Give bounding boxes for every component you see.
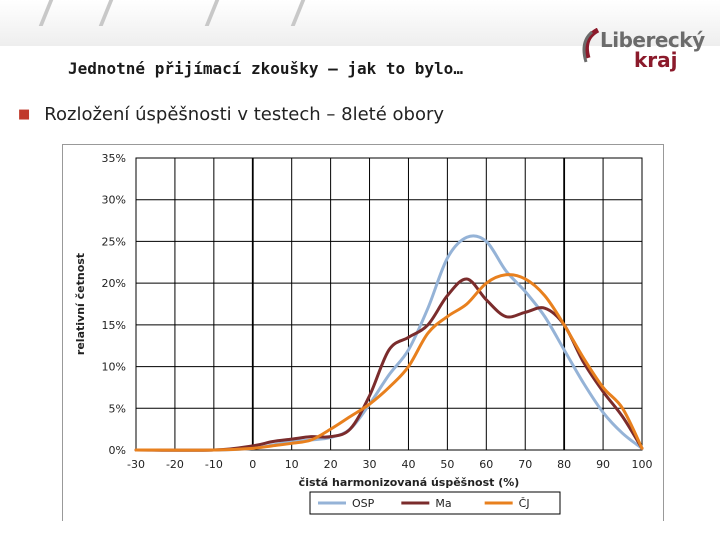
x-tick-label: 10 [285,458,299,471]
legend-label: OSP [352,497,375,510]
logo-arc-icon [582,28,600,63]
y-tick-label: 35% [102,152,126,165]
legend-box [309,491,561,515]
y-axis-label: relativní četnost [74,253,87,355]
bullet-item: ■ Rozložení úspěšnosti v testech – 8leté … [18,104,444,125]
x-tick-label: -30 [127,458,145,471]
x-tick-label: 80 [557,458,571,471]
bullet-icon: ■ [18,107,31,122]
chart: -30 -20 -10 0 10 20 30 40 50 60 70 80 90 100 0% 5% 10% 15… [74,152,653,515]
y-tick-label: 20% [102,277,126,290]
top-banner [0,0,720,46]
x-tick-label: 0 [249,458,256,471]
legend-label: Ma [435,497,451,510]
x-tick-label: 70 [518,458,532,471]
x-tick-label: 50 [440,458,454,471]
plot-area [135,157,643,451]
x-tick-label: 100 [632,458,653,471]
x-tick-label: -20 [166,458,184,471]
y-tick-label: 30% [102,194,126,207]
logo-text-top: Liberecký [600,28,705,52]
x-tick-label: 60 [479,458,493,471]
x-tick-label: -10 [205,458,223,471]
x-tick-label: 20 [324,458,338,471]
y-tick-label: 10% [102,361,126,374]
page-title: Jednotné přijímací zkoušky – jak to bylo… [68,59,463,78]
legend-label: ČJ [519,497,530,510]
bullet-text: Rozložení úspěšnosti v testech – 8leté o… [44,104,445,125]
x-tick-label: 90 [596,458,610,471]
series-line-1 [134,234,644,452]
y-tick-label: 15% [102,319,126,332]
y-tick-label: 0% [109,444,126,457]
y-tick-label: 5% [109,402,126,415]
y-tick-label: 25% [102,235,126,248]
liberecky-kraj-logo: Liberecký kraj [580,28,705,72]
x-tick-label: 40 [401,458,415,471]
x-axis-label: čistá harmonizovaná úspěšnost (%) [299,476,520,489]
x-tick-label: 30 [363,458,377,471]
series-line-3 [134,273,644,452]
logo-text-bottom: kraj [634,48,678,72]
